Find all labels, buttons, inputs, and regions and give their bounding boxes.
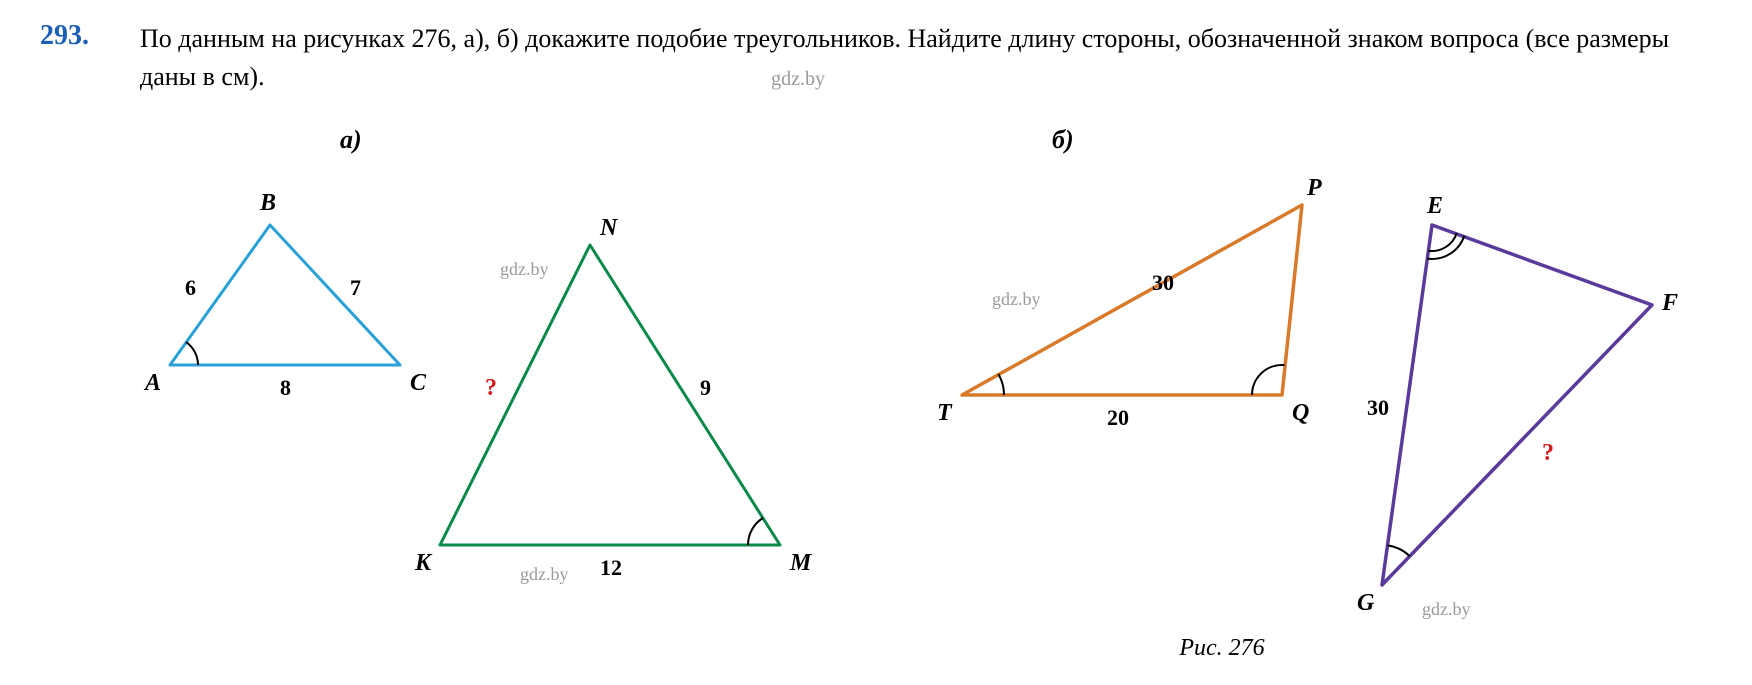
problem-number: 293. [40,20,110,52]
panel-b-svg: T P Q 30 20 E F G 30 ? gdz.by gdz.by [932,165,1712,625]
vertex-n-label: N [599,215,619,241]
vertex-b-label: B [259,190,276,216]
edge-kn-label: ? [485,375,497,401]
watermark-b2: gdz.by [1422,599,1471,619]
edge-tq-label: 20 [1107,405,1129,430]
watermark-b1: gdz.by [992,289,1041,309]
panel-a-label: а) [140,125,840,155]
vertex-k-label: K [414,550,433,576]
panel-b: б) T P Q 30 20 E F G 30 ? gdz.by gdz.by … [932,125,1712,662]
edge-eg-label: 30 [1367,395,1389,420]
angle-arc-m [748,518,763,545]
figure-caption: Рис. 276 [732,635,1712,662]
vertex-e-label: E [1426,193,1443,219]
panel-a: а) A B C 6 7 8 K N M ? 9 12 gdz.by gdz.b… [140,125,840,662]
vertex-c-label: C [410,370,427,396]
edge-ac-label: 8 [280,375,291,400]
angle-arc-t [998,374,1004,395]
problem-text-content: По данным на рисунках 276, а), б) докажи… [140,24,1669,91]
watermark-a1: gdz.by [500,259,549,279]
edge-fg-label: ? [1542,440,1554,466]
edge-km-label: 12 [600,555,622,580]
angle-arc-e [1428,233,1456,251]
vertex-g-label: G [1357,590,1375,616]
edge-ab-label: 6 [185,275,196,300]
edge-tp-label: 30 [1152,270,1174,295]
angle-arc-g [1388,546,1410,557]
angle-arc-q [1252,365,1285,395]
vertex-a-label: A [143,370,161,396]
vertex-t-label: T [937,400,953,426]
edge-bc-label: 7 [350,275,361,300]
problem-text: По данным на рисунках 276, а), б) докажи… [140,20,1712,95]
vertex-f-label: F [1661,290,1678,316]
panel-a-svg: A B C 6 7 8 K N M ? 9 12 gdz.by gdz.by [140,165,840,595]
angle-arc-a [186,342,198,365]
triangle-abc [170,225,400,365]
vertex-q-label: Q [1292,400,1309,426]
vertex-m-label: M [789,550,813,576]
watermark-text: gdz.by [771,68,825,90]
triangle-efg [1382,225,1652,585]
vertex-p-label: P [1306,175,1322,201]
watermark-a2: gdz.by [520,564,569,584]
panel-b-label: б) [932,125,1712,155]
edge-nm-label: 9 [700,375,711,400]
